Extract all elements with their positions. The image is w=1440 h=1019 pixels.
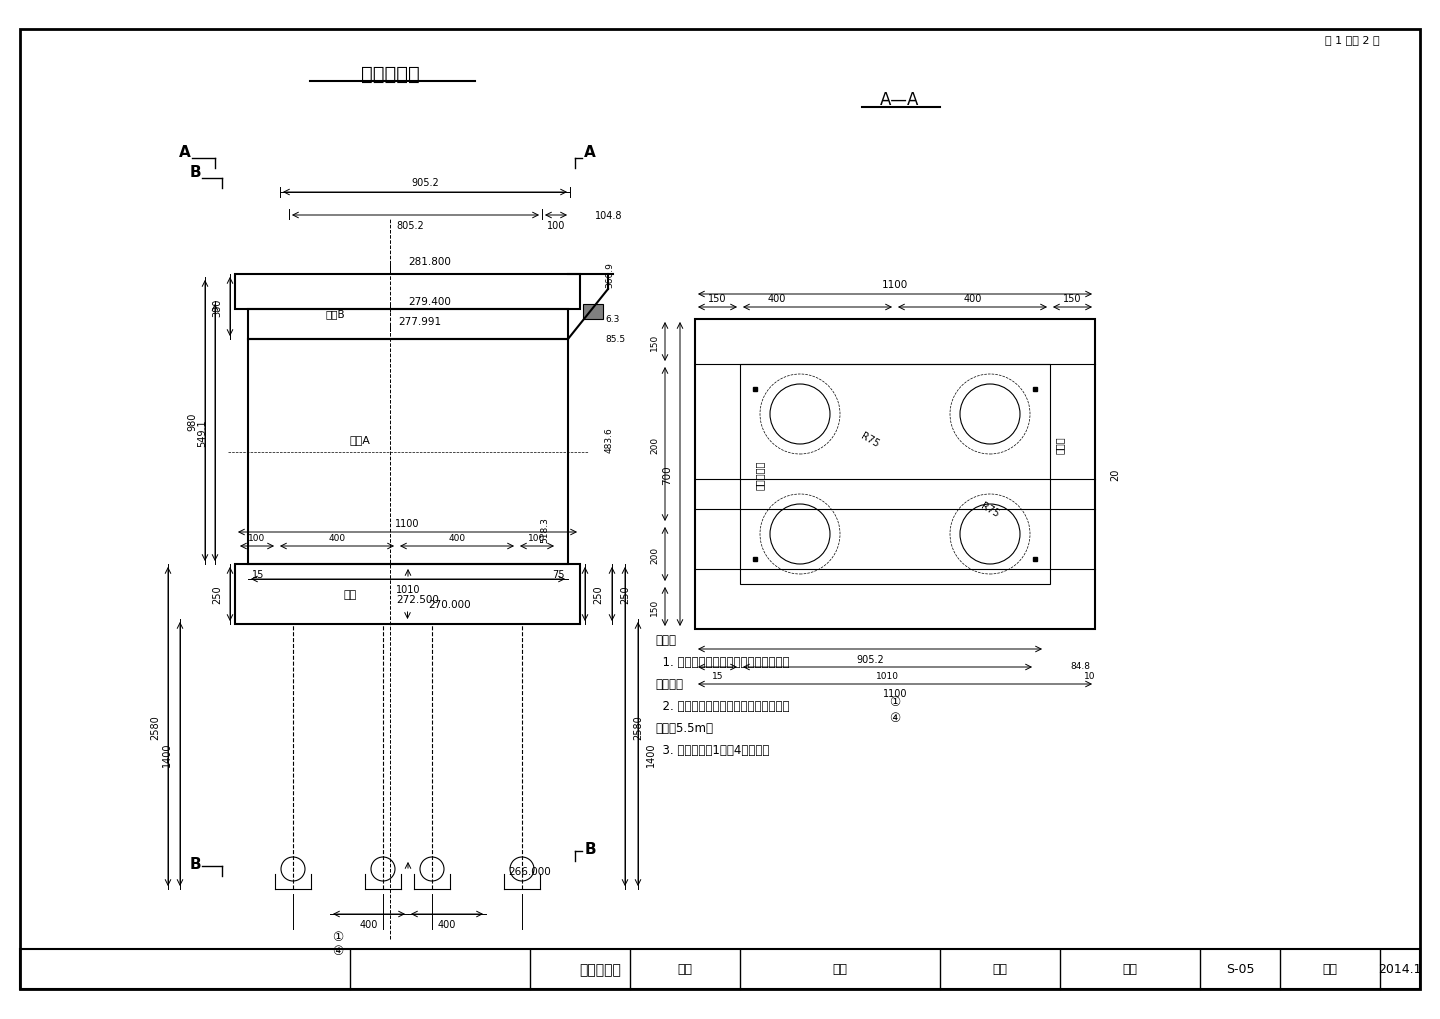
Text: 附注：: 附注： [655, 633, 675, 646]
Text: 设计: 设计 [677, 963, 693, 975]
Text: B: B [189, 164, 200, 179]
Text: B: B [585, 842, 596, 857]
Text: 700: 700 [662, 465, 672, 484]
Text: 150: 150 [649, 333, 660, 351]
Text: 150: 150 [1063, 293, 1081, 304]
Text: 桥台构造图: 桥台构造图 [579, 962, 621, 976]
Text: 400: 400 [438, 919, 456, 929]
Text: 审核: 审核 [992, 963, 1008, 975]
Text: 1100: 1100 [395, 519, 419, 529]
Bar [696, 320, 1094, 630]
Text: A—A: A—A [880, 91, 920, 109]
Text: 400: 400 [963, 293, 982, 304]
Text: A: A [585, 145, 596, 159]
Text: 厘米计。: 厘米计。 [655, 677, 683, 690]
Bar [248, 310, 567, 339]
Text: ④: ④ [890, 711, 900, 723]
Text: 85.5: 85.5 [605, 335, 625, 344]
Text: 250: 250 [621, 585, 631, 603]
Text: 518.3: 518.3 [540, 517, 550, 542]
Text: 2580: 2580 [634, 714, 644, 739]
Text: 200: 200 [649, 436, 660, 453]
Text: 日期: 日期 [1322, 963, 1338, 975]
Text: 3. 本图适用于1号和4号桥台。: 3. 本图适用于1号和4号桥台。 [655, 743, 769, 756]
Bar [740, 365, 1050, 585]
Bar [20, 949, 1420, 989]
Text: ①: ① [890, 695, 900, 708]
Text: 805.2: 805.2 [396, 221, 423, 230]
Text: 2. 桥台桩基础嵌入中风化岩石的深度不: 2. 桥台桩基础嵌入中风化岩石的深度不 [655, 699, 789, 712]
Text: 100: 100 [547, 221, 564, 230]
Text: 10: 10 [1084, 672, 1096, 681]
Text: 台身B: 台身B [325, 309, 344, 319]
Text: 400: 400 [328, 534, 346, 542]
Bar [235, 275, 580, 310]
Text: 20: 20 [1110, 469, 1120, 481]
Text: 270.000: 270.000 [429, 599, 471, 609]
Text: 15: 15 [252, 570, 264, 580]
Text: 第 1 页共 2 页: 第 1 页共 2 页 [1325, 35, 1380, 45]
Text: 200: 200 [649, 546, 660, 564]
Text: 1400: 1400 [163, 742, 171, 766]
Text: 980: 980 [187, 412, 197, 430]
Text: 150: 150 [649, 598, 660, 615]
Text: 边缘圈: 边缘圈 [1056, 436, 1066, 453]
Text: 图号: 图号 [1123, 963, 1138, 975]
Text: 250: 250 [593, 585, 603, 603]
Text: 15: 15 [711, 672, 723, 681]
Text: B: B [189, 857, 200, 871]
Text: 150: 150 [708, 293, 727, 304]
Text: 1400: 1400 [647, 742, 657, 766]
Text: 台身A: 台身A [350, 434, 370, 444]
Text: 得小于5.5m。: 得小于5.5m。 [655, 720, 713, 734]
Text: A: A [179, 145, 192, 159]
Text: 250: 250 [212, 585, 222, 603]
Text: 1100: 1100 [883, 688, 907, 698]
Text: R75: R75 [860, 430, 881, 448]
Text: R75: R75 [979, 500, 1001, 519]
Text: 承台: 承台 [343, 589, 357, 599]
Text: ①: ① [333, 930, 344, 944]
Text: S-05: S-05 [1225, 963, 1254, 975]
Bar [583, 305, 603, 320]
Bar [248, 339, 567, 565]
Text: 2014.1: 2014.1 [1378, 963, 1421, 975]
Text: 400: 400 [448, 534, 465, 542]
Text: 400: 400 [360, 919, 379, 929]
Text: 立面布置图: 立面布置图 [360, 65, 419, 84]
Bar [235, 565, 580, 625]
Text: 104.8: 104.8 [595, 211, 622, 221]
Text: 1100: 1100 [881, 280, 909, 289]
Text: 75: 75 [552, 570, 564, 580]
Text: 281.800: 281.800 [409, 257, 451, 267]
Text: 100: 100 [248, 534, 265, 542]
Text: 桥墩中心线: 桥墩中心线 [755, 460, 765, 489]
Text: 905.2: 905.2 [857, 654, 884, 664]
Text: 2580: 2580 [150, 714, 160, 739]
Text: 复核: 复核 [832, 963, 848, 975]
Text: 483.6: 483.6 [605, 427, 613, 452]
Text: 100: 100 [528, 534, 546, 542]
Text: 279.400: 279.400 [409, 297, 451, 307]
Text: 360.9: 360.9 [605, 262, 613, 287]
Text: 1010: 1010 [876, 672, 899, 681]
Text: 400: 400 [768, 293, 786, 304]
Text: ④: ④ [333, 945, 344, 958]
Text: 277.991: 277.991 [399, 317, 442, 327]
Text: 84.8: 84.8 [1070, 661, 1090, 671]
Text: 6.3: 6.3 [605, 315, 619, 324]
Text: 905.2: 905.2 [412, 178, 439, 187]
Text: 1010: 1010 [396, 585, 420, 594]
Text: 380: 380 [212, 299, 222, 317]
Text: 549.1: 549.1 [197, 419, 207, 447]
Text: 1. 本图尺寸除标高以米计外，其余均以: 1. 本图尺寸除标高以米计外，其余均以 [655, 655, 789, 667]
Text: 266.000: 266.000 [508, 866, 552, 876]
Text: 272.500: 272.500 [396, 594, 439, 604]
